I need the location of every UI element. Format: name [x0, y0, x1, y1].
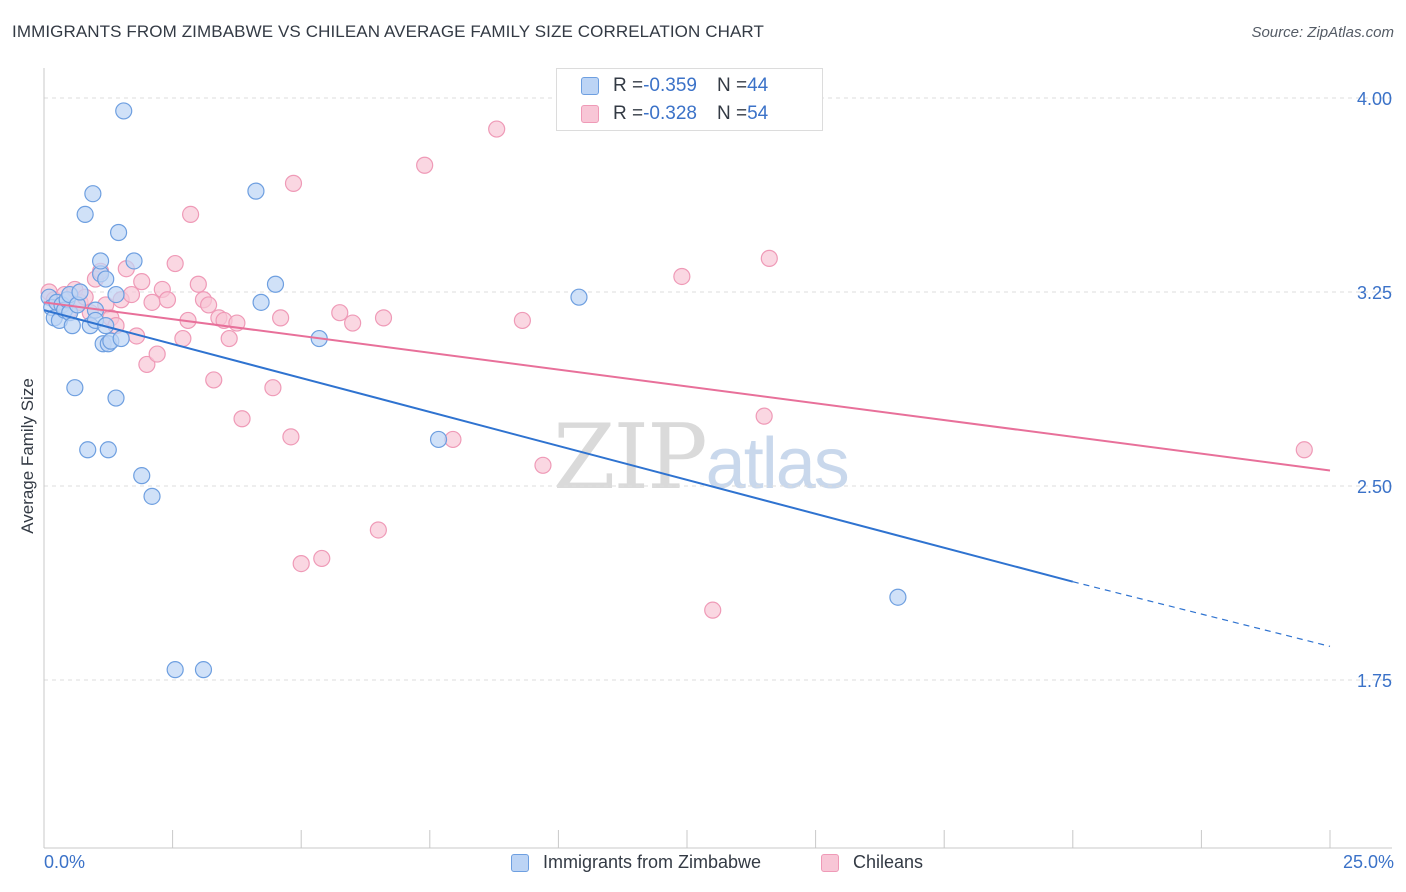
zimbabwe-point: [107, 285, 125, 304]
zimbabwe-point: [91, 252, 110, 270]
zimbabwe-point: [99, 441, 117, 459]
zimbabwe-point: [166, 661, 184, 679]
x-tick-label-min: 0.0%: [44, 852, 86, 872]
source-label: Source: ZipAtlas.com: [1251, 24, 1394, 41]
chilean-point: [182, 205, 200, 223]
zimbabwe-point: [97, 270, 115, 288]
legend-n-value: 54: [747, 103, 769, 124]
zimbabwe-point: [570, 288, 588, 306]
chilean-point: [444, 430, 462, 449]
zimbabwe-point: [115, 102, 133, 120]
chilean-point: [331, 304, 349, 322]
stats-legend: R = -0.359 N = 44 R = -0.328 N = 54: [556, 68, 823, 131]
chilean-point: [282, 428, 300, 446]
zimbabwe-point: [889, 588, 907, 606]
chilean-point: [174, 329, 192, 348]
chilean-point: [272, 309, 290, 327]
chilean-point: [704, 601, 722, 619]
chilean-point: [220, 329, 238, 348]
legend-item-chileans: Chileans: [821, 852, 923, 873]
x-tick-label-max: 25.0%: [1342, 852, 1394, 872]
zimbabwe-point: [84, 185, 102, 203]
legend-label-zimbabwe: Immigrants from Zimbabwe: [543, 852, 762, 872]
chilean-point: [138, 355, 156, 374]
chilean-point: [369, 521, 387, 539]
legend-r-value: -0.328: [643, 103, 697, 124]
watermark: ZIPatlas: [553, 405, 850, 510]
chilean-point: [200, 296, 218, 314]
chilean-point: [148, 345, 166, 363]
zimbabwe-point: [266, 275, 285, 293]
zimbabwe-point: [71, 283, 89, 301]
legend-n-label: N =: [716, 75, 748, 96]
zimbabwe-point: [109, 223, 128, 242]
zimbabwe-trend-extension: [1072, 581, 1331, 647]
zimbabwe-point: [76, 205, 94, 223]
chilean-point: [313, 549, 331, 568]
zimbabwe-point: [429, 430, 448, 449]
chilean-point: [488, 120, 506, 138]
legend-n-value: 44: [747, 75, 769, 96]
chilean-point: [1295, 441, 1313, 459]
y-tick-label: 1.75: [1357, 671, 1392, 691]
y-tick-label: 4.00: [1357, 89, 1392, 109]
y-tick-label: 2.50: [1357, 477, 1392, 497]
chart-title: IMMIGRANTS FROM ZIMBABWE VS CHILEAN AVER…: [12, 22, 764, 41]
chilean-point: [205, 371, 223, 389]
chilean-point: [416, 156, 434, 174]
y-tick-label: 3.25: [1357, 283, 1392, 303]
zimbabwe-point: [252, 293, 270, 311]
legend-r-value: -0.359: [643, 75, 697, 96]
legend-swatch-blue: [581, 77, 599, 95]
legend-item-zimbabwe: Immigrants from Zimbabwe: [511, 852, 761, 873]
legend-r-label: R =: [613, 103, 644, 124]
zimbabwe-point: [125, 252, 143, 270]
legend-swatch-pink: [821, 853, 839, 872]
chilean-point: [189, 275, 207, 293]
chilean-point: [344, 314, 362, 332]
chilean-point: [233, 410, 251, 428]
legend-swatch-pink: [581, 105, 599, 123]
chilean-point: [284, 174, 303, 192]
chilean-trend-line: [43, 301, 1331, 472]
chilean-point: [158, 291, 177, 309]
chilean-point: [133, 273, 151, 291]
zimbabwe-point: [107, 389, 125, 407]
legend-n-label: N =: [716, 103, 748, 124]
chilean-point: [755, 407, 773, 425]
zimbabwe-trend-line: [43, 309, 1074, 583]
zimbabwe-point: [247, 182, 265, 200]
chilean-point: [122, 285, 141, 304]
legend-label-chileans: Chileans: [853, 852, 924, 872]
zimbabwe-point: [66, 379, 84, 397]
chilean-point: [264, 379, 282, 397]
legend-row-chileans: R = -0.328 N = 54: [581, 102, 768, 126]
chilean-point: [292, 554, 310, 573]
series-legend: Immigrants from Zimbabwe Chileans: [0, 852, 1406, 876]
legend-swatch-blue: [511, 853, 529, 872]
legend-r-label: R =: [613, 75, 644, 96]
zimbabwe-point: [79, 441, 97, 459]
chilean-point: [374, 309, 393, 327]
chilean-point: [143, 293, 161, 311]
legend-row-zimbabwe: R = -0.359 N = 44: [581, 74, 768, 98]
chilean-point: [534, 456, 552, 474]
zimbabwe-point: [194, 661, 213, 679]
zimbabwe-point: [133, 467, 151, 485]
y-axis-label: Average Family Size: [18, 378, 37, 534]
chilean-point: [166, 254, 184, 273]
zimbabwe-point: [143, 487, 161, 505]
chilean-point: [760, 249, 778, 267]
chilean-point: [673, 267, 691, 286]
watermark-zip: ZIP: [553, 405, 708, 510]
chilean-point: [513, 311, 531, 330]
